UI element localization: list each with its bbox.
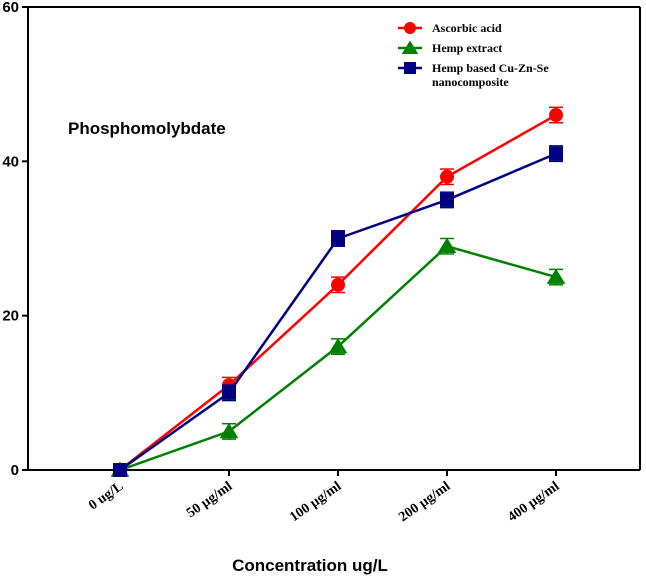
data-point <box>437 237 457 254</box>
data-point <box>549 108 563 123</box>
data-point <box>440 192 454 207</box>
data-point <box>219 422 239 439</box>
series-hemp-based-cu-zn-se-nanocomposite <box>113 145 563 477</box>
legend-label: nanocomposite <box>432 75 509 89</box>
data-point <box>549 146 563 161</box>
x-tick-label: 100 µg/ml <box>287 479 344 525</box>
y-tick-label: 40 <box>2 153 19 170</box>
legend-item-ascorbic-acid: Ascorbic acid <box>398 21 502 35</box>
y-tick-label: 0 <box>11 462 19 479</box>
y-tick-label: 60 <box>2 0 19 16</box>
data-point <box>331 277 345 292</box>
chart-annotation: Phosphomolybdate <box>68 119 226 138</box>
data-point <box>222 385 236 400</box>
legend: Ascorbic acid Hemp extract Hemp based Cu-Z… <box>398 21 549 89</box>
x-tick-label: 50 µg/ml <box>184 479 235 521</box>
series-hemp-extract <box>110 237 566 477</box>
x-tick-label: 200 µg/ml <box>396 479 453 525</box>
data-point <box>331 231 345 246</box>
data-point <box>546 268 566 284</box>
legend-marker <box>404 22 416 34</box>
y-tick-label: 20 <box>2 308 19 325</box>
x-axis-label: Concentration ug/L <box>232 556 388 575</box>
x-tick-label: 0 ug/L <box>86 479 126 513</box>
legend-label: Hemp based Cu-Zn-Se <box>432 61 549 75</box>
legend-marker <box>401 40 419 54</box>
legend-label: Ascorbic acid <box>432 21 502 35</box>
series-line <box>119 152 557 472</box>
data-point <box>440 169 454 184</box>
legend-item-hemp-extract: Hemp extract <box>398 40 502 55</box>
legend-marker <box>404 62 416 74</box>
series-layer <box>110 106 566 477</box>
legend-label: Hemp extract <box>432 41 502 55</box>
data-point <box>328 338 348 354</box>
data-point <box>113 463 127 477</box>
x-tick-label: 400 µg/ml <box>505 479 562 525</box>
series-ascorbic-acid <box>113 106 563 477</box>
